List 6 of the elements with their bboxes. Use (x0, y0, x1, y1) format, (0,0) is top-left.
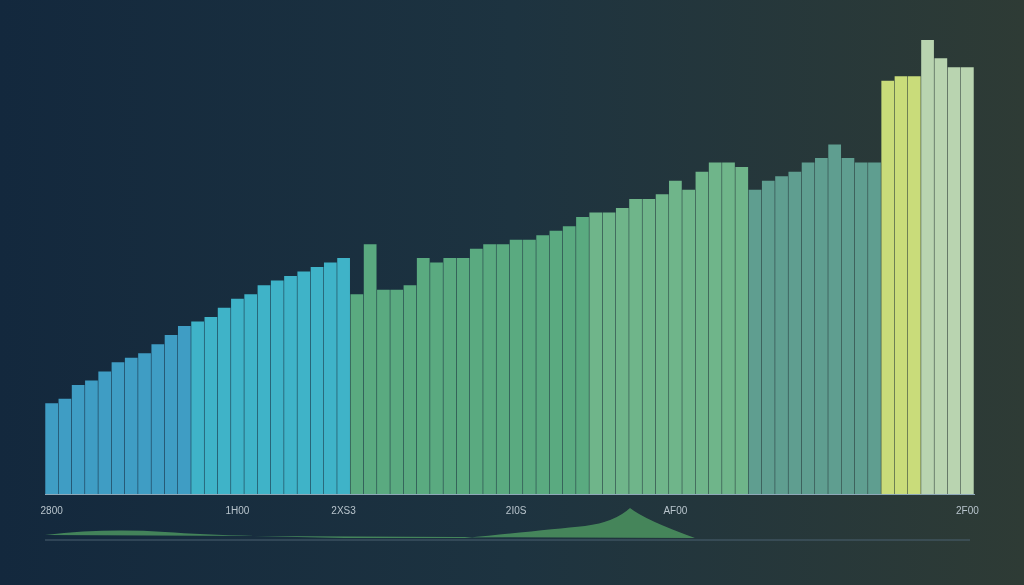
x-tick-label: AF00 (663, 504, 688, 516)
x-tick-label: 1H00 (225, 504, 250, 516)
x-tick-label: 2XS3 (331, 504, 357, 516)
x-tick-label: 2800 (40, 504, 64, 516)
x-tick-label: 2I0S (505, 504, 527, 516)
x-tick-label: 2F00 (955, 504, 980, 516)
